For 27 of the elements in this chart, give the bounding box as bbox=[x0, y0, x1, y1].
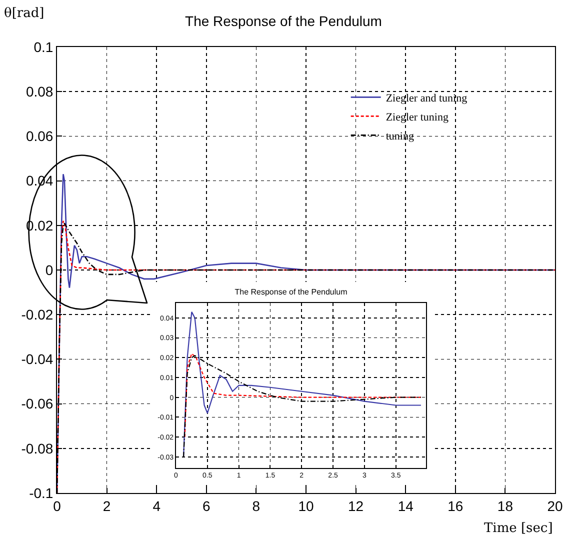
y-tick-label: -0.08 bbox=[21, 440, 54, 456]
x-tick-label: 18 bbox=[497, 498, 514, 514]
x-tick-label: 6 bbox=[202, 498, 210, 514]
y-tick-label: 0 bbox=[45, 262, 54, 278]
x-tick-label: 8 bbox=[252, 498, 260, 514]
x-tick-label: 16 bbox=[448, 498, 464, 514]
y-tick-label: -0.02 bbox=[21, 306, 54, 322]
chart-title: The Response of the Pendulum bbox=[185, 13, 382, 30]
legend-label: Ziegler and tuning bbox=[386, 92, 468, 104]
x-tick-label: 2 bbox=[102, 498, 111, 514]
y-axis-title: θ[rad] bbox=[4, 6, 44, 21]
x-axis-title: Time [sec] bbox=[484, 521, 553, 536]
x-tick-label: 14 bbox=[398, 498, 414, 514]
y-tick-label: 0.06 bbox=[26, 128, 54, 144]
legend-label: tuning bbox=[386, 130, 414, 142]
y-tick-label: -0.06 bbox=[21, 396, 54, 412]
chart-title: The Response of the Pendulum bbox=[234, 287, 348, 296]
x-tick-label: 20 bbox=[547, 498, 563, 514]
y-tick-label: -0.1 bbox=[29, 484, 54, 501]
y-tick-label: 0.1 bbox=[34, 38, 54, 55]
legend-label: Ziegler tuning bbox=[386, 111, 449, 124]
line-series bbox=[184, 353, 422, 438]
x-tick-label: 10 bbox=[298, 498, 314, 514]
y-tick-label: -0.04 bbox=[21, 351, 54, 368]
x-tick-label: 4 bbox=[152, 498, 161, 514]
y-tick-label: 0.08 bbox=[26, 84, 54, 100]
x-tick-label: 12 bbox=[348, 498, 364, 514]
